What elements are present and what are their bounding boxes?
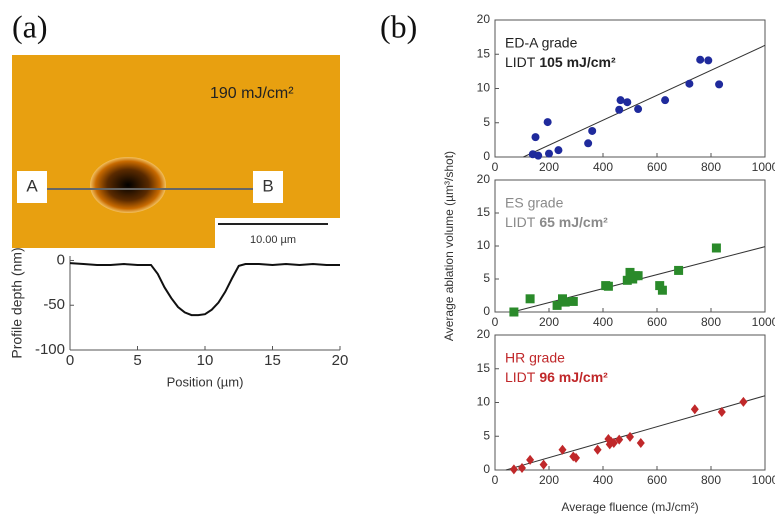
point: [604, 282, 613, 291]
point: [544, 118, 552, 126]
y-tick-label: 5: [483, 271, 490, 285]
point: [704, 56, 712, 64]
x-tick-label: 800: [701, 473, 721, 487]
annotation-value: 105 mJ/cm²: [539, 54, 616, 70]
annotation-value: 65 mJ/cm²: [539, 214, 608, 230]
y-tick-label: 10: [477, 81, 491, 95]
fit-line: [506, 396, 765, 470]
point: [526, 294, 535, 303]
x-tick-label: 800: [701, 160, 721, 174]
point: [691, 404, 699, 414]
y-tick-label: 5: [483, 428, 490, 442]
point: [510, 464, 518, 474]
point: [696, 56, 704, 64]
y-tick-label: 0: [483, 149, 490, 163]
point: [674, 266, 683, 275]
point: [715, 80, 723, 88]
point: [545, 150, 553, 158]
y-tick-label: 15: [477, 46, 491, 60]
y-tick-label: 20: [477, 172, 491, 186]
point: [554, 146, 562, 154]
y-tick-label: 20: [477, 327, 491, 341]
y-tick-label: 0: [57, 251, 65, 268]
point: [588, 127, 596, 135]
point: [661, 96, 669, 104]
x-tick-label: 10: [197, 352, 214, 369]
x-tick-label: 200: [539, 315, 559, 329]
x-tick-label: 800: [701, 315, 721, 329]
x-tick-label: 200: [539, 160, 559, 174]
point: [594, 445, 602, 455]
y-tick-label: 5: [483, 115, 490, 129]
y-axis-label: Profile depth (nm): [9, 247, 25, 358]
profile-line: [70, 263, 340, 315]
point: [623, 98, 631, 106]
point: [584, 139, 592, 147]
point: [634, 271, 643, 280]
annotation-text: LIDT: [505, 214, 536, 230]
x-tick-label: 600: [647, 315, 667, 329]
x-axis-label: Average fluence (mJ/cm²): [561, 500, 698, 514]
y-tick-label: 0: [483, 304, 490, 318]
panel-label: (a): [12, 8, 48, 44]
y-tick-label: 0: [483, 462, 490, 476]
point: [540, 460, 548, 470]
point: [615, 106, 623, 114]
y-tick-label: 10: [477, 395, 491, 409]
afm-image: [12, 55, 340, 248]
y-tick-label: 15: [477, 205, 491, 219]
point: [532, 133, 540, 141]
annotation: HR grade: [505, 350, 565, 366]
x-tick-label: 200: [539, 473, 559, 487]
annotation: ED-A grade: [505, 35, 578, 51]
annotation-text: LIDT: [505, 54, 536, 70]
point: [509, 308, 518, 317]
x-tick-label: 15: [264, 352, 281, 369]
annotation: ES grade: [505, 195, 564, 211]
fluence-label: 190 mJ/cm²: [210, 85, 294, 102]
point: [637, 438, 645, 448]
point: [534, 152, 542, 160]
y-tick-label: -100: [35, 341, 65, 358]
y-tick-label: 15: [477, 361, 491, 375]
point: [569, 297, 578, 306]
panel-label: (b): [380, 8, 417, 44]
x-tick-label: 20: [332, 352, 349, 369]
point: [712, 243, 721, 252]
x-tick-label: 5: [133, 352, 141, 369]
y-tick-label: 10: [477, 238, 491, 252]
x-tick-label: 400: [593, 315, 613, 329]
x-axis-label: Position (µm): [167, 374, 244, 389]
x-tick-label: 0: [492, 160, 499, 174]
annotation-value: 96 mJ/cm²: [539, 369, 608, 385]
figure: (a) (b) A B 190 mJ/cm² 10.00 µm 0 5 10 15 20…: [0, 0, 775, 519]
point: [634, 105, 642, 113]
scale-bar-label: 10.00 µm: [250, 234, 296, 246]
x-tick-label: 600: [647, 473, 667, 487]
point: [561, 298, 570, 307]
x-tick-label: 0: [66, 352, 74, 369]
y-tick-label: -50: [43, 296, 65, 313]
x-tick-label: 0: [492, 473, 499, 487]
x-tick-label: 0: [492, 315, 499, 329]
point-label: B: [262, 176, 273, 195]
x-tick-label: 400: [593, 473, 613, 487]
point: [658, 286, 667, 295]
y-axis-label: Average ablation volume (µm³/shot): [442, 151, 456, 341]
annotation-text: LIDT: [505, 369, 536, 385]
point: [685, 80, 693, 88]
x-tick-label: 400: [593, 160, 613, 174]
y-tick-label: 20: [477, 12, 491, 26]
x-tick-label: 600: [647, 160, 667, 174]
point: [739, 397, 747, 407]
point: [617, 96, 625, 104]
annotation: LIDT105 mJ/cm²: [505, 54, 616, 70]
point-label: A: [26, 176, 38, 195]
